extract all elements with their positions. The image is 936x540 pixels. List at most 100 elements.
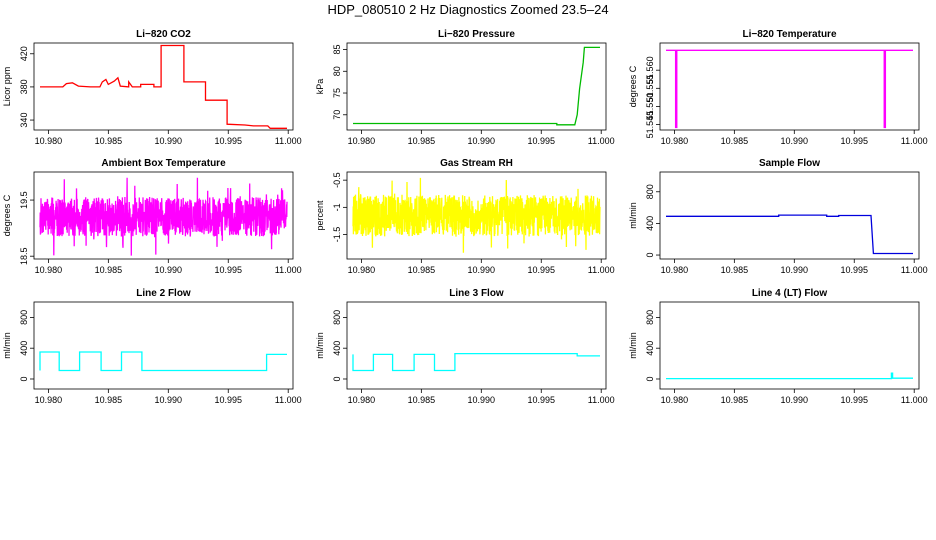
y-tick-label: -1.5 [332,227,342,243]
x-tick-label: 10.995 [840,395,868,405]
x-tick-label: 10.995 [527,136,555,146]
x-tick-label: 10.980 [348,136,376,146]
y-tick-label: 19.5 [19,191,29,209]
x-tick-label: 10.980 [661,265,689,275]
y-tick-label: 51.560 [645,56,655,84]
y-axis-label: ml/min [628,332,638,359]
y-tick-label: 340 [19,113,29,128]
y-axis-label: ml/min [628,202,638,229]
x-tick-label: 10.990 [155,136,183,146]
x-tick-label: 10.980 [35,136,63,146]
x-tick-label: 11.000 [901,395,928,405]
series-line [352,177,601,253]
chart-title: Li−820 CO2 [136,29,191,40]
x-tick-label: 10.980 [661,395,689,405]
series-line [666,214,913,255]
plot-frame [659,301,920,390]
x-tick-label: 10.985 [408,265,436,275]
chart-title: Ambient Box Temperature [101,158,226,169]
x-tick-label: 10.985 [408,395,436,405]
y-tick-label: 400 [645,216,655,231]
plot-frame [346,171,607,260]
series-line [352,352,600,372]
x-tick-label: 11.000 [901,136,928,146]
y-tick-label: 800 [332,310,342,325]
x-tick-label: 10.980 [348,395,376,405]
y-axis-label: kPa [315,79,325,95]
chart-panel-6: Sample Flow 10.980 10.985 10.990 10.995 11.00… [628,158,928,275]
x-tick-label: 10.985 [721,395,749,405]
x-tick-label: 10.990 [468,395,496,405]
chart-title: Line 3 Flow [449,288,504,299]
x-tick-label: 10.985 [95,136,123,146]
y-tick-label: 70 [332,110,342,120]
x-tick-label: 10.980 [35,265,63,275]
x-tick-label: 10.985 [95,265,123,275]
chart-panel-7: Line 2 Flow 10.980 10.985 10.990 10.995 11.00… [2,288,302,405]
x-tick-label: 10.990 [155,265,183,275]
chart-panel-3: Li−820 Temperature 10.980 10.985 10.990 10.9… [628,29,928,146]
plot-frame [346,301,607,390]
x-tick-label: 10.995 [840,136,868,146]
x-tick-label: 11.000 [275,395,302,405]
y-tick-label: 51.550 [645,93,655,121]
x-tick-label: 11.000 [588,136,615,146]
x-tick-label: 10.990 [781,395,809,405]
x-tick-label: 10.980 [348,265,376,275]
y-tick-label: 0 [645,253,655,258]
plot-frame [33,301,294,390]
y-tick-label: 800 [645,184,655,199]
x-tick-label: 10.990 [155,395,183,405]
y-tick-label: 400 [19,341,29,356]
x-tick-label: 10.985 [408,136,436,146]
x-tick-label: 11.000 [588,395,615,405]
x-tick-label: 10.995 [214,395,242,405]
y-tick-label: 18.5 [19,247,29,265]
y-tick-label: 400 [332,341,342,356]
x-tick-label: 11.000 [275,136,302,146]
series-line [666,372,913,380]
x-tick-label: 10.980 [35,395,63,405]
y-axis-label: degrees C [628,65,638,107]
series-line [39,177,288,256]
chart-panel-9: Line 4 (LT) Flow 10.980 10.985 10.990 10.995… [628,288,928,405]
chart-panel-2: Li−820 Pressure 10.980 10.985 10.990 10.995 1… [315,29,615,146]
y-tick-label: -1 [332,203,342,211]
chart-panel-1: Li−820 CO2 10.980 10.985 10.990 10.995 11.000… [2,29,302,146]
y-tick-label: 80 [332,66,342,76]
y-tick-label: 800 [645,310,655,325]
x-tick-label: 11.000 [588,265,615,275]
y-axis-label: ml/min [315,332,325,359]
chart-panel-8: Line 3 Flow 10.980 10.985 10.990 10.995 11.00… [315,288,615,405]
y-axis-label: Licor ppm [2,67,12,107]
y-tick-label: 75 [332,88,342,98]
x-tick-label: 10.995 [840,265,868,275]
series-line [666,49,913,129]
x-tick-label: 10.995 [214,136,242,146]
x-tick-label: 11.000 [901,265,928,275]
page-title: HDP_080510 2 Hz Diagnostics Zoomed 23.5–… [327,2,609,17]
y-tick-label: 380 [19,79,29,94]
y-tick-label: 51.555 [645,75,655,103]
x-tick-label: 10.990 [781,265,809,275]
series-line [39,351,287,372]
x-tick-label: 10.985 [721,136,749,146]
chart-panel-4: Ambient Box Temperature 10.980 10.985 10.99… [2,158,302,275]
x-tick-label: 10.990 [468,265,496,275]
chart-title: Li−820 Pressure [438,29,515,40]
chart-title: Line 4 (LT) Flow [752,288,828,299]
chart-title: Line 2 Flow [136,288,191,299]
plot-frame [33,171,294,260]
series-line [40,44,287,129]
y-tick-label: 800 [19,310,29,325]
chart-title: Li−820 Temperature [742,29,836,40]
x-tick-label: 10.985 [721,265,749,275]
x-tick-label: 10.990 [781,136,809,146]
y-tick-label: 85 [332,45,342,55]
y-tick-label: 0 [332,376,342,381]
y-tick-label: 51.545 [645,111,655,139]
plot-frame [659,171,920,260]
x-tick-label: 10.995 [527,265,555,275]
chart-panel-5: Gas Stream RH 10.980 10.985 10.990 10.995 11.… [315,158,615,275]
